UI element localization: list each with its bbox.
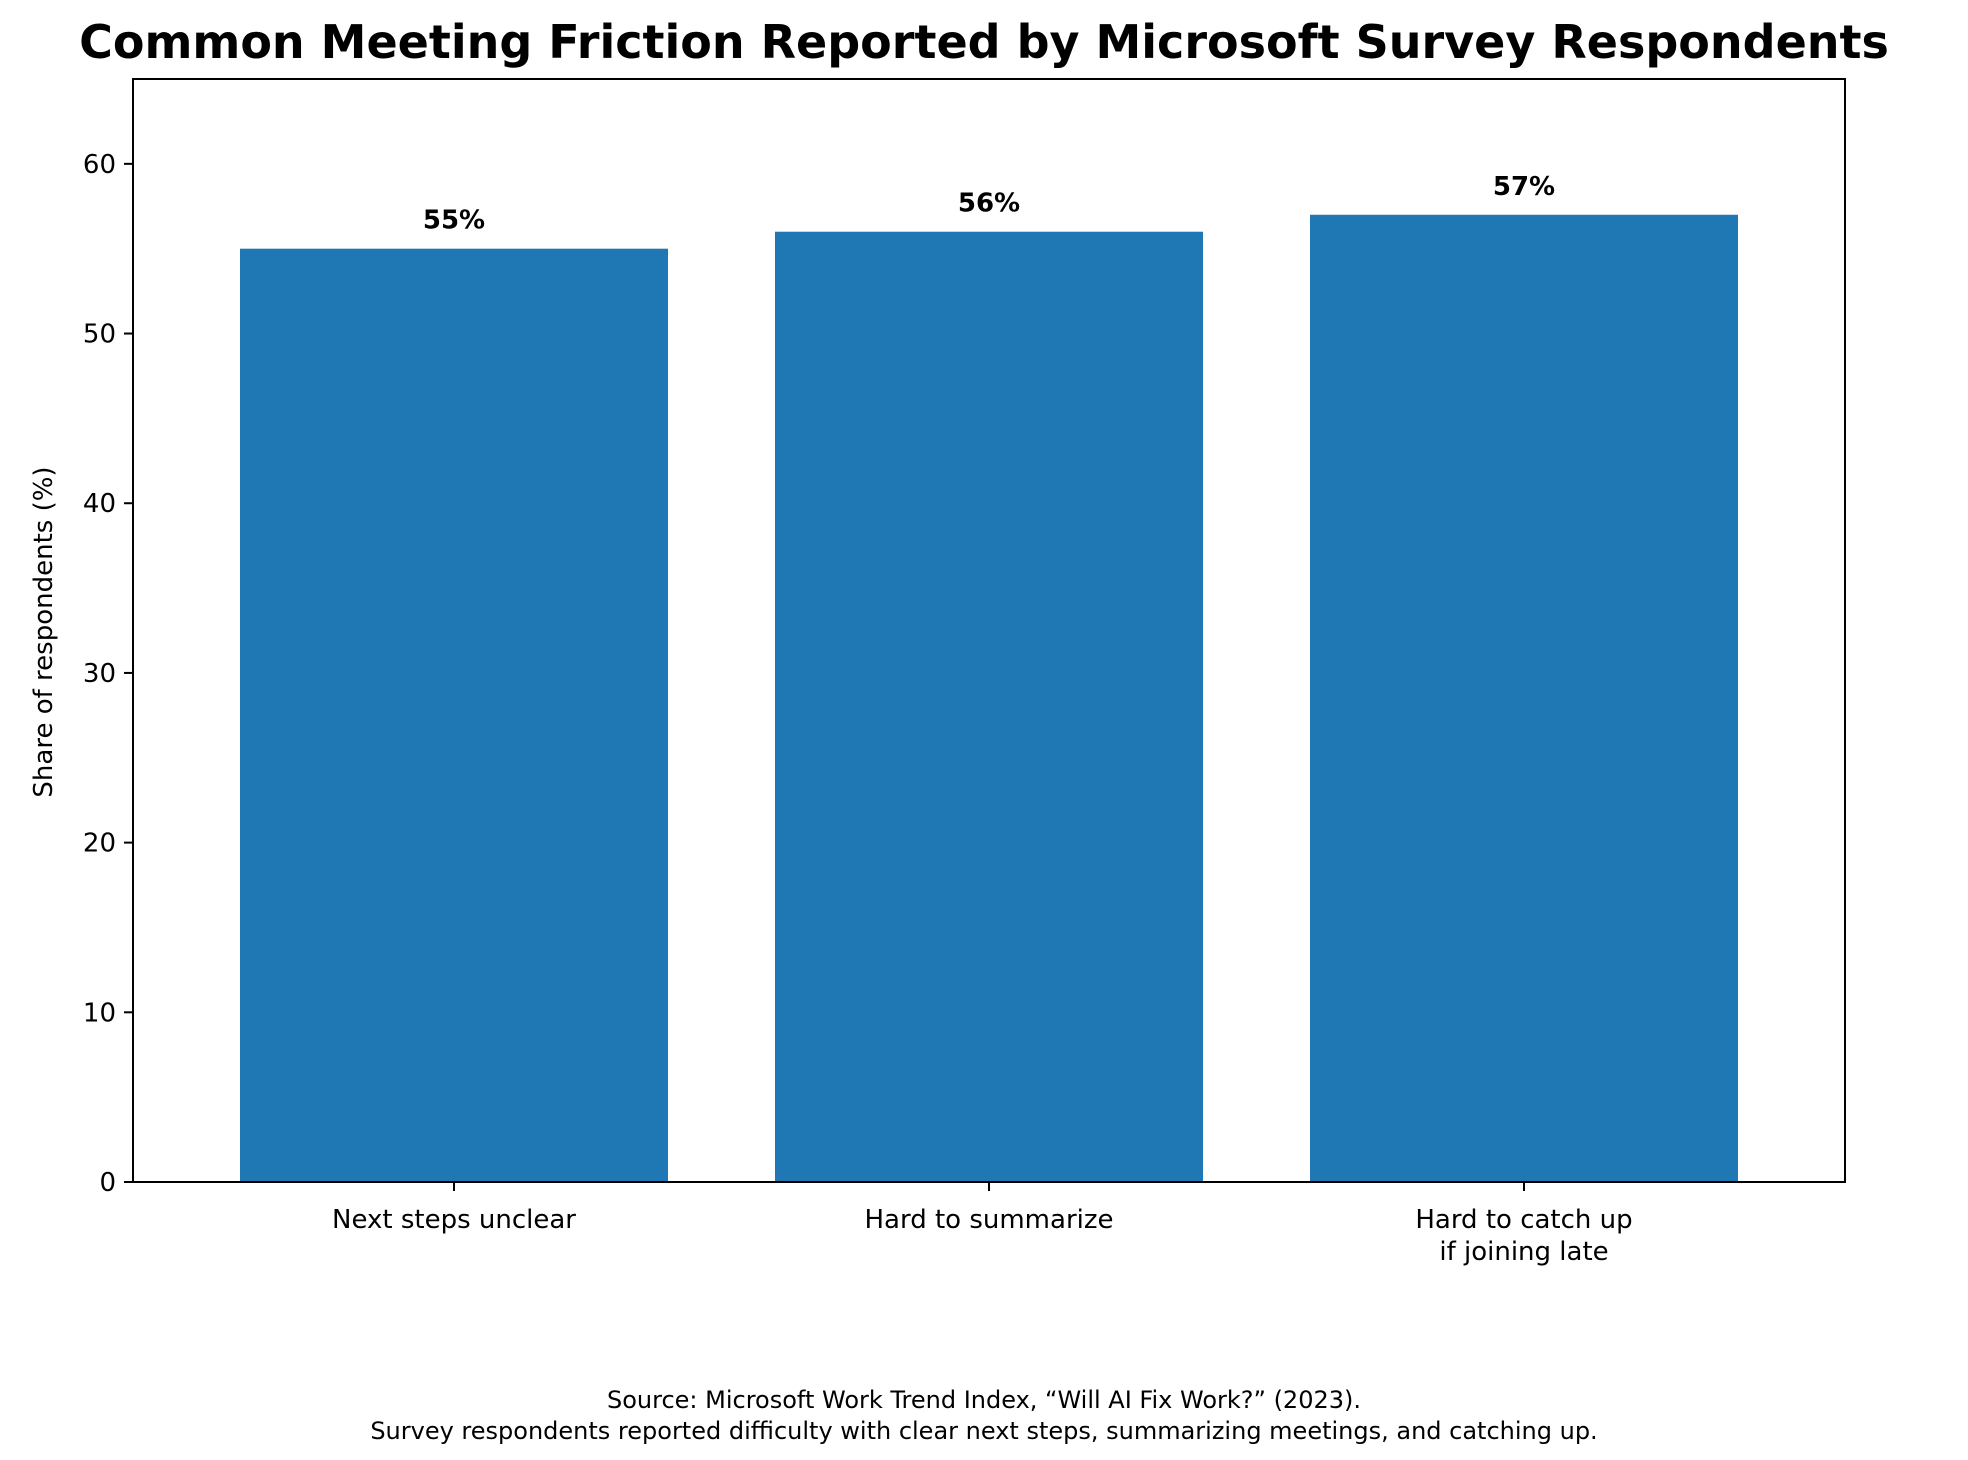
y-axis-label: Share of respondents (%) — [29, 466, 59, 797]
bar — [775, 231, 1203, 1182]
x-tick-label: Hard to catch up if joining late — [1415, 1205, 1632, 1267]
data-label: 56% — [958, 189, 1020, 219]
y-tick-label: 0 — [99, 1168, 116, 1198]
bar — [240, 248, 668, 1182]
data-label: 57% — [1493, 172, 1555, 202]
chart-title: Common Meeting Friction Reported by Micr… — [79, 15, 1889, 69]
y-tick-label: 10 — [83, 998, 116, 1028]
y-tick-label: 40 — [83, 489, 116, 519]
y-tick-label: 60 — [83, 150, 116, 180]
data-label: 55% — [423, 206, 485, 236]
x-tick-label: Hard to summarize — [864, 1205, 1113, 1235]
bar — [1310, 214, 1738, 1182]
x-tick-label: Next steps unclear — [332, 1205, 576, 1235]
caption-line: Source: Microsoft Work Trend Index, “Wil… — [607, 1386, 1361, 1414]
y-tick-label: 20 — [83, 829, 116, 859]
caption-line: Survey respondents reported difficulty w… — [370, 1417, 1597, 1445]
y-tick-label: 50 — [83, 320, 116, 350]
y-tick-label: 30 — [83, 659, 116, 689]
plot-area: 55% 56% 57% 0 10 20 30 40 50 60 Next steps unclear… — [83, 78, 1846, 1267]
chart-caption: Source: Microsoft Work Trend Index, “Wil… — [370, 1386, 1597, 1445]
